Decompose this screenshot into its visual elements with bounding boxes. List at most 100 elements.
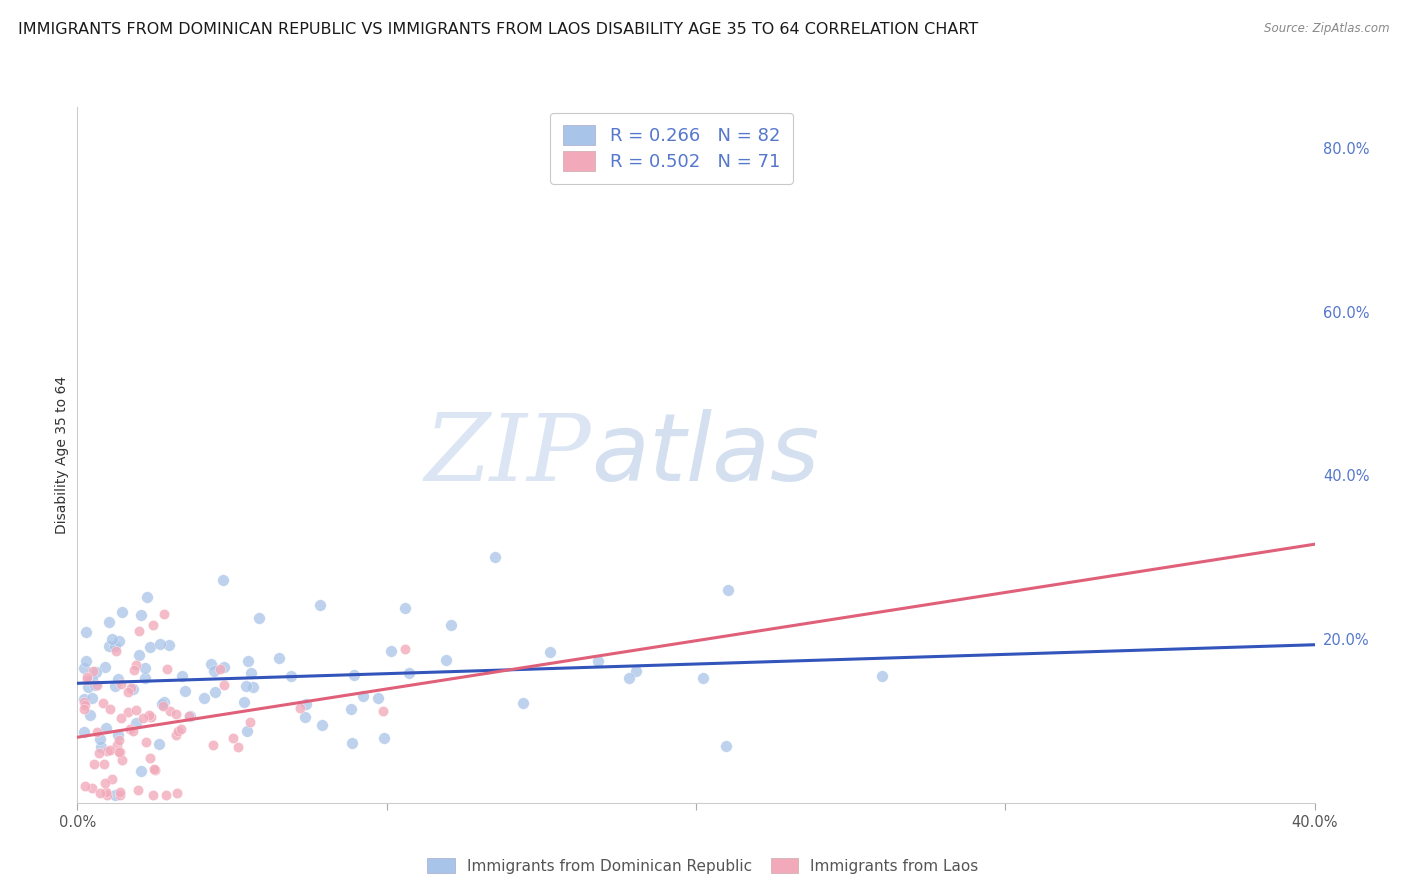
Point [139, 640, 162, 655]
Point [110, 711, 132, 725]
Point [247, 611, 270, 625]
Point [236, 654, 259, 668]
Point [125, 657, 148, 672]
Point [104, 679, 127, 693]
Point [149, 637, 172, 651]
Point [125, 703, 148, 717]
Point [394, 601, 416, 615]
Point [132, 711, 155, 725]
Point [75, 654, 97, 668]
Point [170, 722, 193, 736]
Point [157, 638, 180, 652]
Point [150, 697, 173, 711]
Point [83, 678, 105, 692]
Point [311, 717, 333, 731]
Point [135, 590, 157, 604]
Point [108, 745, 131, 759]
Point [148, 737, 170, 751]
Point [619, 671, 641, 685]
Point [294, 710, 316, 724]
Point [209, 662, 232, 676]
Point [127, 783, 149, 797]
Point [75, 780, 97, 794]
Point [87, 747, 110, 761]
Point [76, 673, 98, 688]
Point [692, 671, 714, 685]
Point [94, 721, 117, 735]
Point [94, 660, 117, 674]
Point [308, 598, 330, 612]
Point [202, 664, 225, 678]
Point [166, 786, 188, 800]
Point [96, 788, 118, 802]
Point [239, 715, 262, 730]
Point [83, 756, 105, 771]
Point [111, 754, 134, 768]
Point [110, 788, 132, 802]
Point [122, 664, 145, 678]
Text: Source: ZipAtlas.com: Source: ZipAtlas.com [1264, 22, 1389, 36]
Point [80, 672, 103, 686]
Point [352, 689, 374, 703]
Point [340, 702, 363, 716]
Point [212, 678, 235, 692]
Point [239, 666, 262, 681]
Point [290, 701, 312, 715]
Point [97, 640, 120, 654]
Point [434, 653, 457, 667]
Legend: Immigrants from Dominican Republic, Immigrants from Laos: Immigrants from Dominican Republic, Immi… [422, 852, 984, 880]
Point [98, 702, 121, 716]
Point [142, 788, 165, 802]
Point [72, 695, 94, 709]
Point [156, 662, 179, 676]
Point [117, 685, 139, 699]
Point [152, 699, 174, 714]
Point [77, 680, 100, 694]
Point [155, 788, 177, 802]
Point [212, 660, 235, 674]
Point [232, 695, 254, 709]
Point [295, 698, 318, 712]
Point [512, 696, 534, 710]
Point [90, 739, 112, 754]
Point [138, 707, 160, 722]
Point [79, 708, 101, 723]
Point [97, 615, 120, 629]
Point [72, 660, 94, 674]
Point [134, 661, 156, 675]
Point [193, 691, 215, 706]
Point [75, 625, 97, 640]
Point [80, 691, 103, 706]
Point [125, 715, 148, 730]
Point [201, 738, 224, 752]
Point [110, 785, 132, 799]
Point [367, 691, 389, 706]
Point [107, 634, 129, 648]
Point [139, 710, 162, 724]
Point [211, 573, 233, 587]
Point [153, 607, 176, 621]
Point [110, 677, 132, 691]
Point [121, 724, 143, 739]
Point [624, 664, 647, 678]
Point [165, 706, 187, 721]
Point [343, 667, 366, 681]
Point [129, 764, 152, 779]
Point [101, 632, 124, 647]
Point [96, 744, 118, 758]
Point [371, 704, 394, 718]
Point [398, 665, 420, 680]
Point [120, 681, 142, 695]
Point [174, 683, 197, 698]
Point [93, 757, 115, 772]
Point [153, 695, 176, 709]
Point [96, 785, 118, 799]
Point [111, 605, 134, 619]
Text: atlas: atlas [591, 409, 820, 500]
Point [117, 705, 139, 719]
Point [76, 670, 98, 684]
Point [108, 745, 131, 759]
Point [73, 692, 96, 706]
Point [716, 582, 738, 597]
Point [236, 724, 259, 739]
